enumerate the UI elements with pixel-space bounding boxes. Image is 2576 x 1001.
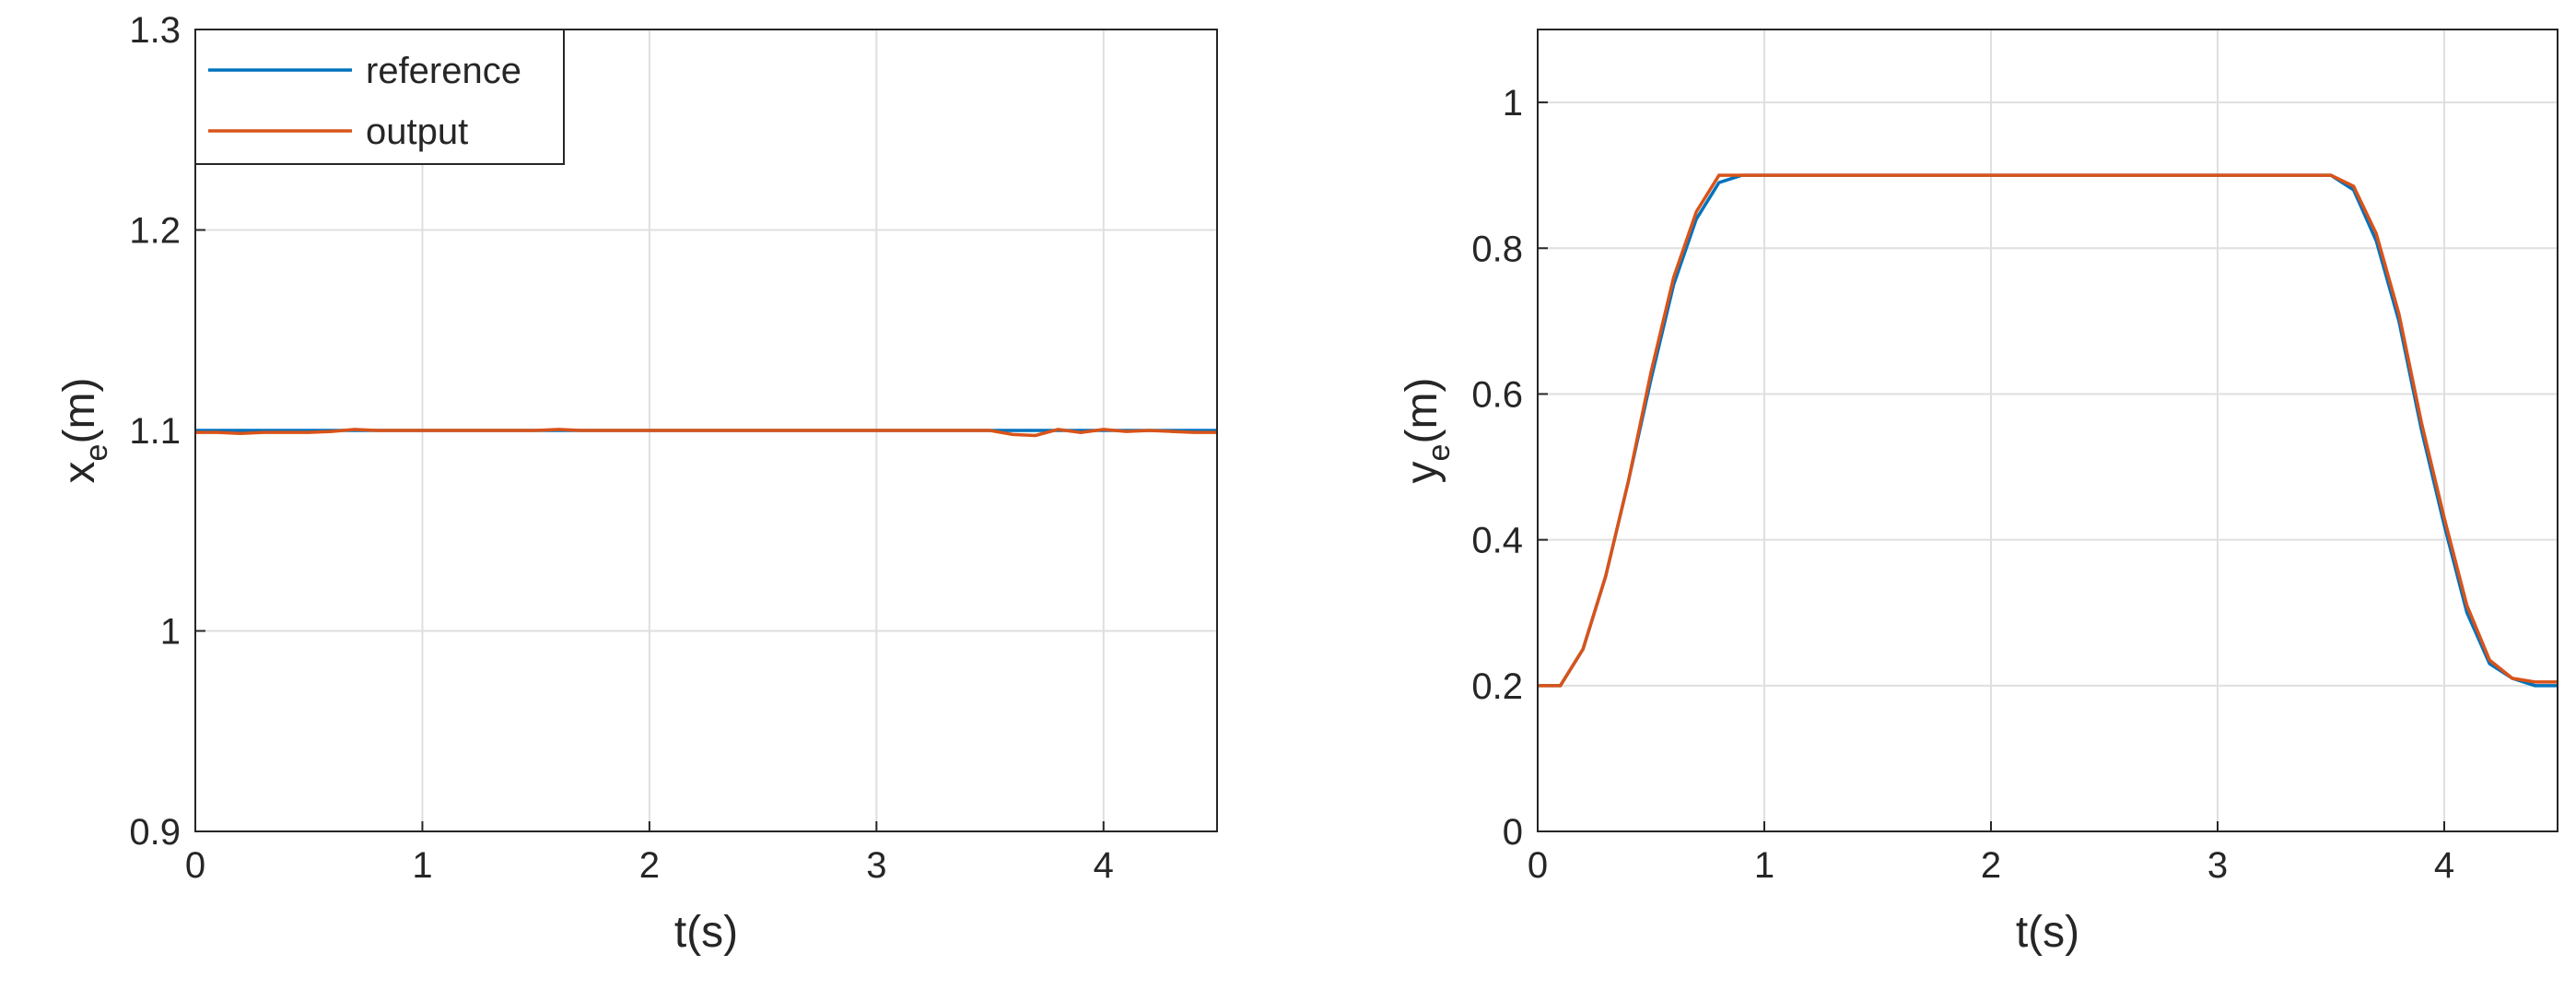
x-tick-label: 0	[185, 845, 205, 886]
y-axis-label-part: e	[1422, 444, 1457, 462]
legend-box	[194, 29, 565, 165]
legend-label: output	[366, 112, 468, 152]
x-tick-label: 0	[1528, 845, 1548, 886]
y-tick-label: 0.9	[129, 812, 181, 853]
y-tick-label: 1.2	[129, 211, 181, 252]
axes-box	[1537, 29, 2558, 832]
legend-label: reference	[366, 51, 521, 91]
series-line	[1538, 173, 2558, 688]
chart: 0 1 2 3 4 0.9 1 1.1 1.2 1.3 t(s) xe(m) reference outp…	[55, 10, 1218, 957]
y-axis-label-part: (m)	[1398, 378, 1446, 444]
y-tick-label: 1.3	[129, 10, 181, 51]
y-axis-label-part: e	[79, 444, 114, 462]
y-tick-label: 1	[160, 612, 181, 653]
y-axis-label-part: x	[55, 461, 104, 483]
y-axis-label: xe(m)	[55, 378, 114, 484]
y-tick-label: 0.8	[1471, 229, 1523, 269]
x-tick-label: 3	[2207, 845, 2228, 886]
y-tick-label: 1	[1503, 83, 1523, 124]
y-axis-label: ye(m)	[1398, 378, 1457, 484]
x-tick-label: 4	[2434, 845, 2454, 886]
y-tick-label: 0.4	[1471, 521, 1523, 561]
series-line	[195, 428, 1217, 438]
y-tick-label: 1.1	[129, 411, 181, 452]
x-tick-label: 1	[1754, 845, 1774, 886]
chart: 0 1 2 3 4 0 0.2 0.4 0.6 0.8 1 t(s) ye(m)	[1398, 29, 2558, 957]
x-tick-label: 3	[866, 845, 886, 886]
legend: reference output	[194, 29, 565, 165]
x-axis-label: t(s)	[674, 908, 738, 957]
x-axis-label: t(s)	[2016, 908, 2079, 957]
y-tick-label: 0.2	[1471, 666, 1523, 707]
x-tick-label: 2	[1981, 845, 2001, 886]
y-tick-label: 0	[1503, 812, 1523, 853]
axes-box	[194, 29, 1218, 832]
plot-area	[1538, 29, 2558, 831]
y-axis-label-part: y	[1398, 461, 1446, 483]
x-tick-label: 1	[412, 845, 432, 886]
y-tick-label: 0.6	[1471, 374, 1523, 415]
x-tick-label: 2	[639, 845, 660, 886]
x-tick-label: 4	[1094, 845, 1114, 886]
y-axis-label-part: (m)	[55, 378, 104, 444]
